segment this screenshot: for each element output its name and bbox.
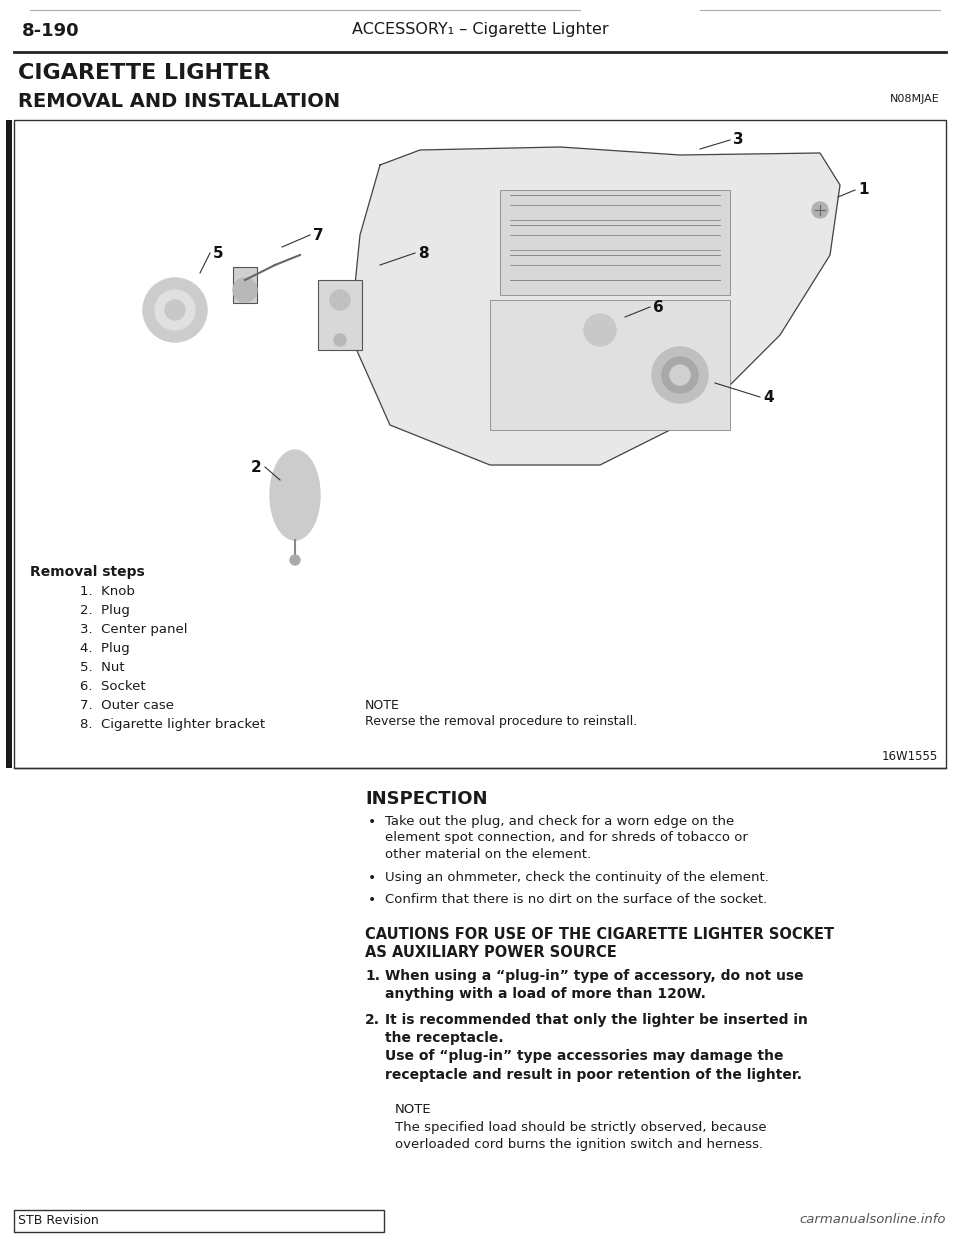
Bar [6,119,12,768]
Bar [500,190,730,295]
Text: 6: 6 [653,300,663,315]
Bar [318,280,362,350]
Circle shape [334,333,346,346]
Circle shape [143,277,207,342]
Text: 4: 4 [763,389,774,404]
Text: Reverse the removal procedure to reinstall.: Reverse the removal procedure to reinsta… [365,715,637,728]
Text: Confirm that there is no dirt on the surface of the socket.: Confirm that there is no dirt on the sur… [385,893,767,906]
Circle shape [165,300,185,320]
Bar [14,119,946,768]
Text: Take out the plug, and check for a worn edge on the
element spot connection, and: Take out the plug, and check for a worn … [385,815,748,861]
Text: 2.  Plug: 2. Plug [80,605,130,617]
Ellipse shape [270,450,320,540]
Bar [14,1210,384,1232]
Text: 2.: 2. [365,1013,380,1028]
Circle shape [662,357,698,393]
Text: CAUTIONS FOR USE OF THE CIGARETTE LIGHTER SOCKET: CAUTIONS FOR USE OF THE CIGARETTE LIGHTE… [365,927,834,942]
Text: Removal steps: Removal steps [30,565,145,578]
Text: carmanualsonline.info: carmanualsonline.info [800,1213,946,1227]
Circle shape [652,347,708,403]
Text: 7: 7 [313,228,324,243]
Text: 8-190: 8-190 [22,22,80,40]
Text: When using a “plug-in” type of accessory, do not use
anything with a load of mor: When using a “plug-in” type of accessory… [385,969,804,1001]
Text: •: • [368,871,376,884]
Text: 4.  Plug: 4. Plug [80,642,130,656]
Text: 1.: 1. [365,969,380,983]
Text: STB Revision: STB Revision [18,1214,99,1227]
Circle shape [233,277,257,302]
Text: 8: 8 [418,245,428,260]
Text: AS AUXILIARY POWER SOURCE: AS AUXILIARY POWER SOURCE [365,945,616,960]
Text: REMOVAL AND INSTALLATION: REMOVAL AND INSTALLATION [18,92,340,111]
Polygon shape [350,147,840,465]
Circle shape [584,313,616,346]
Text: 7.  Outer case: 7. Outer case [80,699,174,712]
Text: 3.  Center panel: 3. Center panel [80,623,187,636]
Text: 2: 2 [252,459,262,474]
Text: NOTE: NOTE [395,1103,432,1116]
Text: •: • [368,815,376,829]
Circle shape [812,202,828,218]
Text: 16W1555: 16W1555 [881,750,938,763]
Circle shape [155,290,195,330]
Text: 5: 5 [213,245,224,260]
Text: 8.  Cigarette lighter bracket: 8. Cigarette lighter bracket [80,718,265,731]
Circle shape [670,364,690,384]
Text: N08MJAE: N08MJAE [890,95,940,104]
Text: 3: 3 [733,133,744,148]
Text: ACCESSORY₁ – Cigarette Lighter: ACCESSORY₁ – Cigarette Lighter [351,22,609,37]
Text: 5.  Nut: 5. Nut [80,661,125,674]
Bar [490,300,730,430]
Bar [233,267,257,304]
Text: Using an ohmmeter, check the continuity of the element.: Using an ohmmeter, check the continuity … [385,871,769,884]
Text: •: • [368,893,376,907]
Text: CIGARETTE LIGHTER: CIGARETTE LIGHTER [18,63,271,83]
Text: It is recommended that only the lighter be inserted in
the receptacle.
Use of “p: It is recommended that only the lighter … [385,1013,808,1081]
Text: The specified load should be strictly observed, because
overloaded cord burns th: The specified load should be strictly ob… [395,1121,767,1151]
Text: 6.  Socket: 6. Socket [80,680,146,693]
Text: 1: 1 [858,183,869,198]
Text: NOTE: NOTE [365,699,400,712]
Circle shape [330,290,350,310]
Circle shape [290,555,300,565]
Text: INSPECTION: INSPECTION [365,790,488,809]
Text: 1.  Knob: 1. Knob [80,585,134,598]
